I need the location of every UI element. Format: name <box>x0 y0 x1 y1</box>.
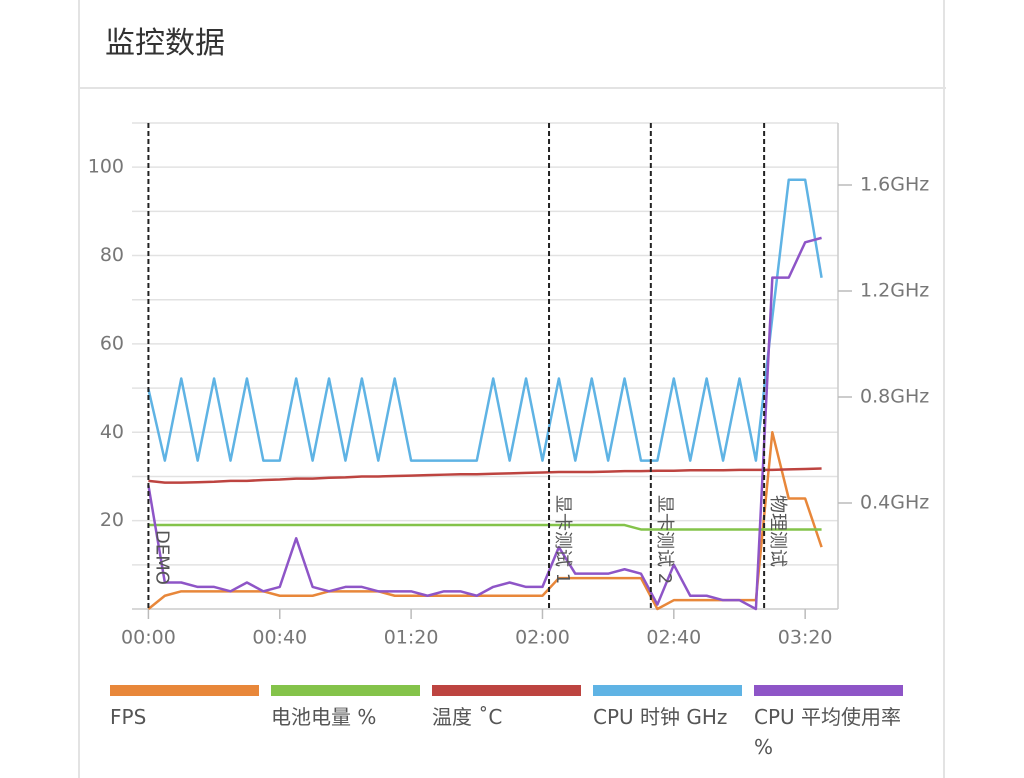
legend-label: 温度 ˚C <box>432 705 503 729</box>
chart: 20 40 60 80 100 0.4GHz 0.8GHz 1.2GHz 1.6GHz 00:00… <box>88 122 929 649</box>
y-tick-label: 60 <box>100 332 124 354</box>
legend-item[interactable]: CPU 时钟 GHz <box>593 685 754 762</box>
legend-swatch <box>432 685 581 696</box>
y2-tick-label: 1.2GHz <box>860 280 929 302</box>
series-line <box>148 523 822 531</box>
y2-tick-label: 0.8GHz <box>860 386 929 408</box>
y-tick-label: 20 <box>100 509 124 531</box>
legend: FPS 电池电量 % 温度 ˚C CPU 时钟 GHz CPU 平均使用率 % <box>110 685 915 762</box>
card <box>78 0 945 778</box>
annotation-label: 显卡测试 1 <box>552 495 573 584</box>
y2-tick-label: 1.6GHz <box>860 174 929 196</box>
y-tick-label: 40 <box>100 421 124 443</box>
legend-swatch <box>271 685 420 696</box>
series-line <box>147 431 823 611</box>
legend-item[interactable]: CPU 平均使用率 % <box>754 685 915 762</box>
annotation-label: DEMO <box>151 530 172 585</box>
x-tick-label: 02:40 <box>646 627 701 649</box>
annotation-label: 显卡测试 2 <box>654 495 675 584</box>
annotation-label: 物理测试 <box>767 495 788 567</box>
x-tick-label: 03:20 <box>778 627 833 649</box>
series-line <box>148 467 822 484</box>
legend-label: 电池电量 % <box>271 705 377 729</box>
y-tick-label: 80 <box>100 244 124 266</box>
legend-label: FPS <box>110 705 147 729</box>
legend-swatch <box>593 685 742 696</box>
legend-item[interactable]: 电池电量 % <box>271 685 432 762</box>
legend-item[interactable]: 温度 ˚C <box>432 685 593 762</box>
legend-item[interactable]: FPS <box>110 685 271 762</box>
legend-swatch <box>754 685 903 696</box>
card-title: 监控数据 <box>105 26 225 61</box>
x-tick-label: 00:00 <box>121 627 176 649</box>
legend-label: CPU 时钟 GHz <box>593 705 728 729</box>
y-tick-label: 100 <box>88 156 124 178</box>
legend-label: CPU 平均使用率 % <box>754 705 902 759</box>
x-tick-label: 01:20 <box>384 627 439 649</box>
series-line <box>147 178 823 462</box>
legend-swatch <box>110 685 259 696</box>
x-tick-label: 02:00 <box>515 627 570 649</box>
y2-tick-label: 0.4GHz <box>860 492 929 514</box>
x-tick-label: 00:40 <box>252 627 307 649</box>
series-line <box>147 236 822 611</box>
separator <box>78 87 946 89</box>
